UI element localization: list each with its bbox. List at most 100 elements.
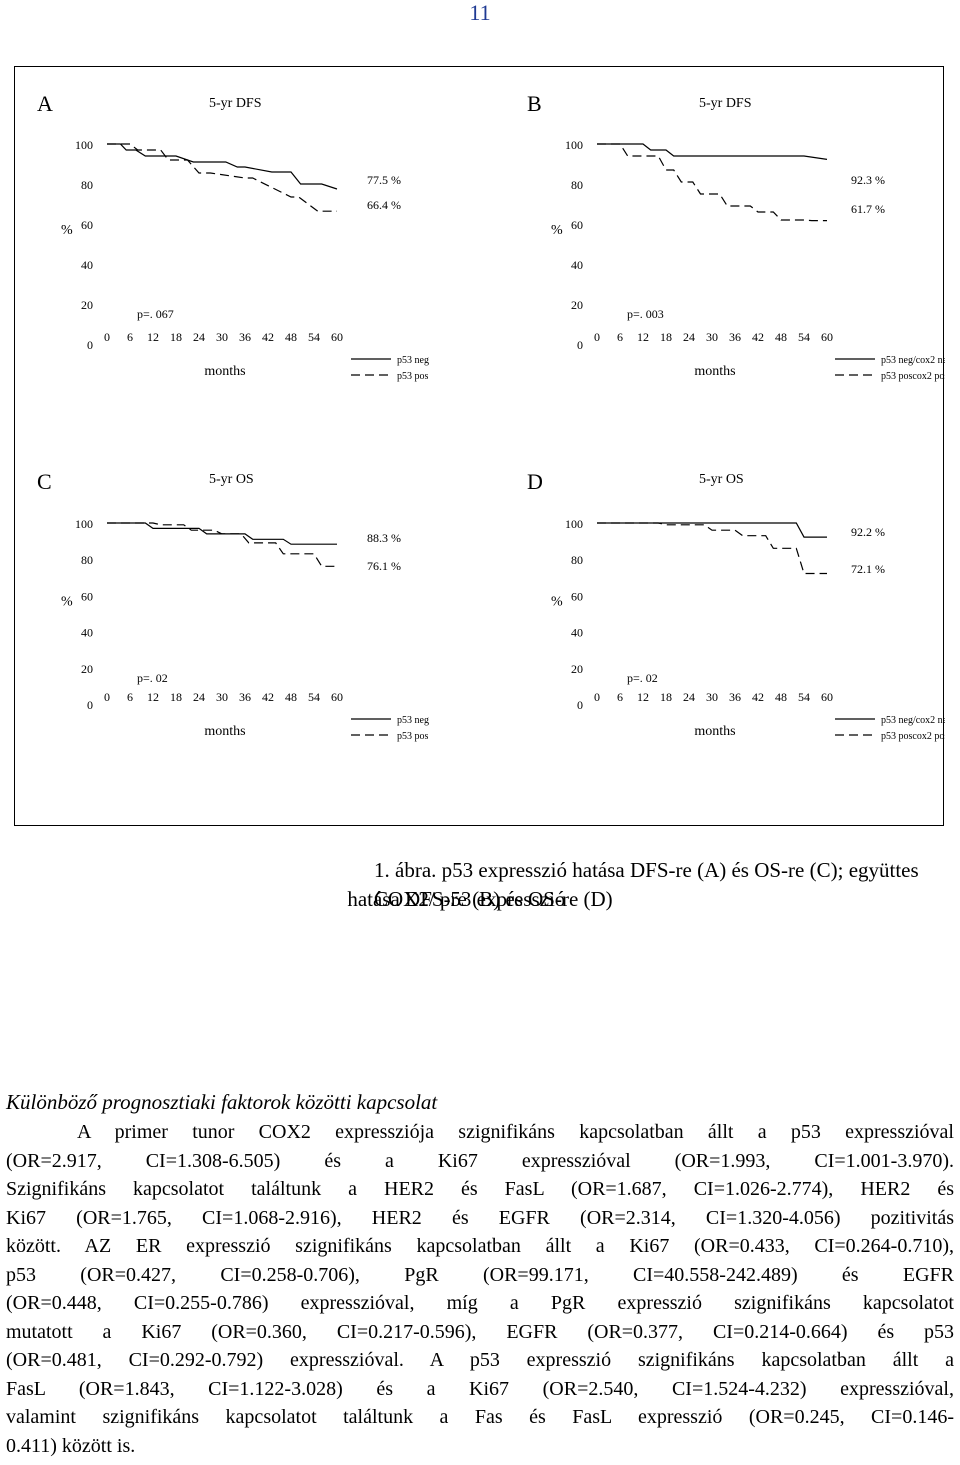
y-tick-label: 20 <box>81 662 93 676</box>
survival-curve-dashed <box>107 522 337 567</box>
legend-label: p53 pos <box>397 371 429 382</box>
body-line: Szignifikáns kapcsolatot találtunk a HER… <box>6 1178 954 1200</box>
page-number: 11 <box>469 0 491 25</box>
x-tick-label: 18 <box>660 330 672 344</box>
x-tick-label: 42 <box>262 330 274 344</box>
x-tick-label: 48 <box>775 330 787 344</box>
x-tick-label: 30 <box>706 690 718 704</box>
x-tick-label: 48 <box>285 690 297 704</box>
p-value: p=. 02 <box>137 671 168 685</box>
y-tick-label: 60 <box>81 218 93 232</box>
endpoint-label: 77.5 % <box>367 173 401 187</box>
y-axis-label: % <box>61 594 73 609</box>
y-axis-label: % <box>551 594 563 609</box>
y-tick-label: 0 <box>577 698 583 712</box>
x-axis-label: months <box>694 364 735 379</box>
x-tick-label: 54 <box>798 690 810 704</box>
y-tick-label: 80 <box>571 178 583 192</box>
x-tick-label: 36 <box>729 330 741 344</box>
y-tick-label: 20 <box>81 298 93 312</box>
survival-curve-solid <box>107 522 337 545</box>
legend-label: p53 neg/cox2 neg <box>881 715 945 726</box>
x-tick-label: 0 <box>594 330 600 344</box>
legend-label: p53 neg <box>397 715 429 726</box>
legend-label: p53 neg/cox2 neg <box>881 355 945 366</box>
panel-title: 5-yr DFS <box>699 96 752 111</box>
body-line: Ki67 (OR=1.765, CI=1.068-2.916), HER2 és… <box>6 1206 954 1229</box>
endpoint-label: 72.1 % <box>851 562 885 576</box>
body-paragraph: A primer tunor COX2 expressziója szignif… <box>6 1118 954 1460</box>
endpoint-label: 76.1 % <box>367 559 401 573</box>
y-tick-label: 60 <box>81 589 93 603</box>
y-tick-label: 100 <box>75 517 93 531</box>
body-line: FasL (OR=1.843, CI=1.122-3.028) és a Ki6… <box>6 1377 954 1400</box>
body-line: között. AZ ER expresszió szignifikáns ka… <box>6 1235 954 1257</box>
x-tick-label: 12 <box>637 690 649 704</box>
x-tick-label: 30 <box>706 330 718 344</box>
x-tick-label: 36 <box>239 330 251 344</box>
panel-letter: B <box>527 91 542 116</box>
x-tick-label: 18 <box>170 690 182 704</box>
x-tick-label: 60 <box>331 330 343 344</box>
survival-curve-dashed <box>107 143 337 212</box>
body-line: valamint szignifikáns kapcsolatot talált… <box>6 1406 954 1428</box>
x-tick-label: 12 <box>147 690 159 704</box>
endpoint-label: 92.3 % <box>851 173 885 187</box>
x-axis-label: months <box>204 364 245 379</box>
x-tick-label: 6 <box>127 330 133 344</box>
y-tick-label: 60 <box>571 218 583 232</box>
x-tick-label: 6 <box>127 690 133 704</box>
endpoint-label: 88.3 % <box>367 531 401 545</box>
p-value: p=. 003 <box>627 307 664 321</box>
x-tick-label: 48 <box>285 330 297 344</box>
y-tick-label: 40 <box>81 258 93 272</box>
y-tick-label: 80 <box>571 553 583 567</box>
y-axis-label: % <box>551 223 563 238</box>
x-tick-label: 42 <box>752 330 764 344</box>
x-tick-label: 18 <box>660 690 672 704</box>
section-heading: Különböző prognosztiaki faktorok közötti… <box>6 1090 438 1114</box>
panel-title: 5-yr DFS <box>209 96 262 111</box>
x-tick-label: 60 <box>821 690 833 704</box>
panel-title: 5-yr OS <box>699 472 744 487</box>
legend-label: p53 poscox2 pos <box>881 371 945 382</box>
endpoint-label: 92.2 % <box>851 525 885 539</box>
x-tick-label: 24 <box>683 330 695 344</box>
survival-curve-dashed <box>597 143 827 222</box>
legend-label: p53 poscox2 pos <box>881 731 945 742</box>
panel-letter: A <box>37 91 53 116</box>
x-tick-label: 6 <box>617 330 623 344</box>
y-tick-label: 100 <box>75 138 93 152</box>
body-line: (OR=0.448, CI=0.255-0.786) expresszióval… <box>6 1292 954 1314</box>
x-tick-label: 54 <box>798 330 810 344</box>
x-tick-label: 30 <box>216 690 228 704</box>
p-value: p=. 067 <box>137 307 174 321</box>
x-tick-label: 54 <box>308 690 320 704</box>
y-tick-label: 100 <box>565 517 583 531</box>
x-tick-label: 12 <box>637 330 649 344</box>
y-tick-label: 80 <box>81 178 93 192</box>
body-line: (OR=2.917, CI=1.308-6.505) és a Ki67 exp… <box>6 1149 954 1172</box>
x-axis-label: months <box>204 724 245 739</box>
body-line: (OR=0.481, CI=0.292-0.792) expresszióval… <box>6 1349 954 1371</box>
x-tick-label: 54 <box>308 330 320 344</box>
survival-curve-solid <box>107 143 338 190</box>
x-tick-label: 42 <box>262 690 274 704</box>
x-tick-label: 60 <box>821 330 833 344</box>
y-axis-label: % <box>61 223 73 238</box>
survival-curve-solid <box>597 522 827 538</box>
y-tick-label: 0 <box>577 338 583 352</box>
y-tick-label: 20 <box>571 662 583 676</box>
figure-caption-line-1: 1. ábra. p53 expresszió hatása DFS-re (A… <box>374 858 919 911</box>
p-value: p=. 02 <box>627 671 658 685</box>
y-tick-label: 40 <box>81 626 93 640</box>
legend-label: p53 pos <box>397 731 429 742</box>
x-tick-label: 0 <box>594 690 600 704</box>
endpoint-label: 61.7 % <box>851 202 885 216</box>
x-tick-label: 0 <box>104 690 110 704</box>
survival-curve-dashed <box>597 522 827 575</box>
x-axis-label: months <box>694 724 735 739</box>
x-tick-label: 0 <box>104 330 110 344</box>
y-tick-label: 0 <box>87 338 93 352</box>
y-tick-label: 60 <box>571 589 583 603</box>
